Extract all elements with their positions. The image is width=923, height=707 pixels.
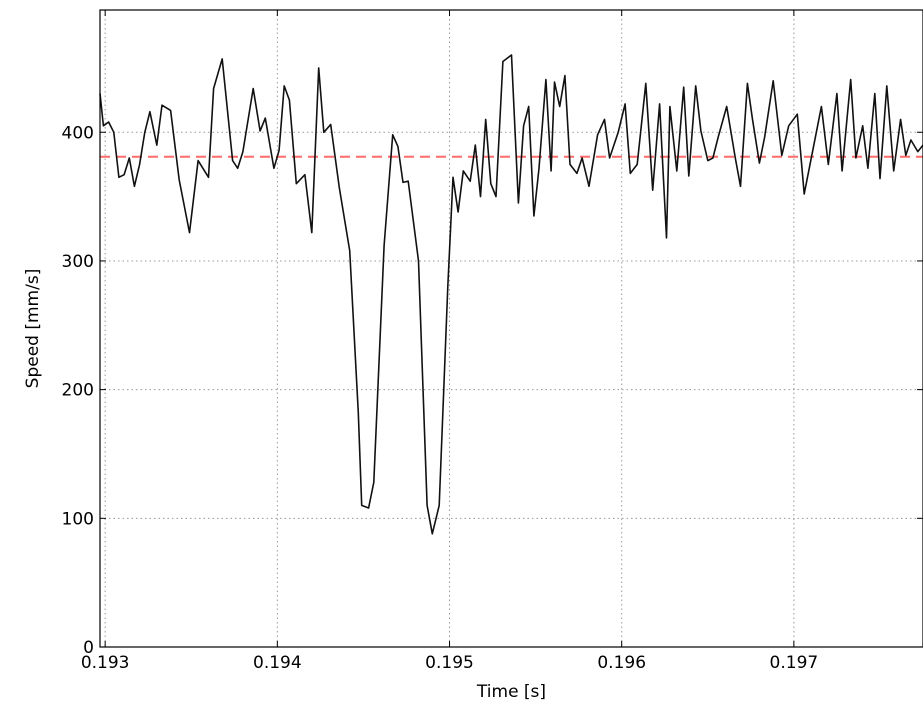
x-tick-label: 0.194: [253, 653, 302, 673]
y-tick-label: 300: [62, 252, 94, 272]
x-tick-label: 0.197: [770, 653, 819, 673]
y-tick-label: 100: [62, 509, 94, 529]
y-axis-label: Speed [mm/s]: [23, 269, 43, 389]
grid-layer: [100, 10, 923, 647]
x-tick-label: 0.195: [425, 653, 474, 673]
y-tick-label: 200: [62, 381, 94, 401]
speed-series-line: [99, 54, 923, 535]
x-tick-label: 0.193: [81, 653, 130, 673]
series-layer: [99, 54, 923, 535]
y-tick-label: 0: [83, 638, 94, 658]
y-tick-label: 400: [62, 123, 94, 143]
x-axis-label: Time [s]: [476, 682, 546, 702]
x-tick-label: 0.196: [597, 653, 646, 673]
tick-layer: 0.193 0.194 0.195 0.196 0.197 0 100 200 300 400: [62, 10, 923, 673]
plot-frame: [99, 9, 923, 648]
